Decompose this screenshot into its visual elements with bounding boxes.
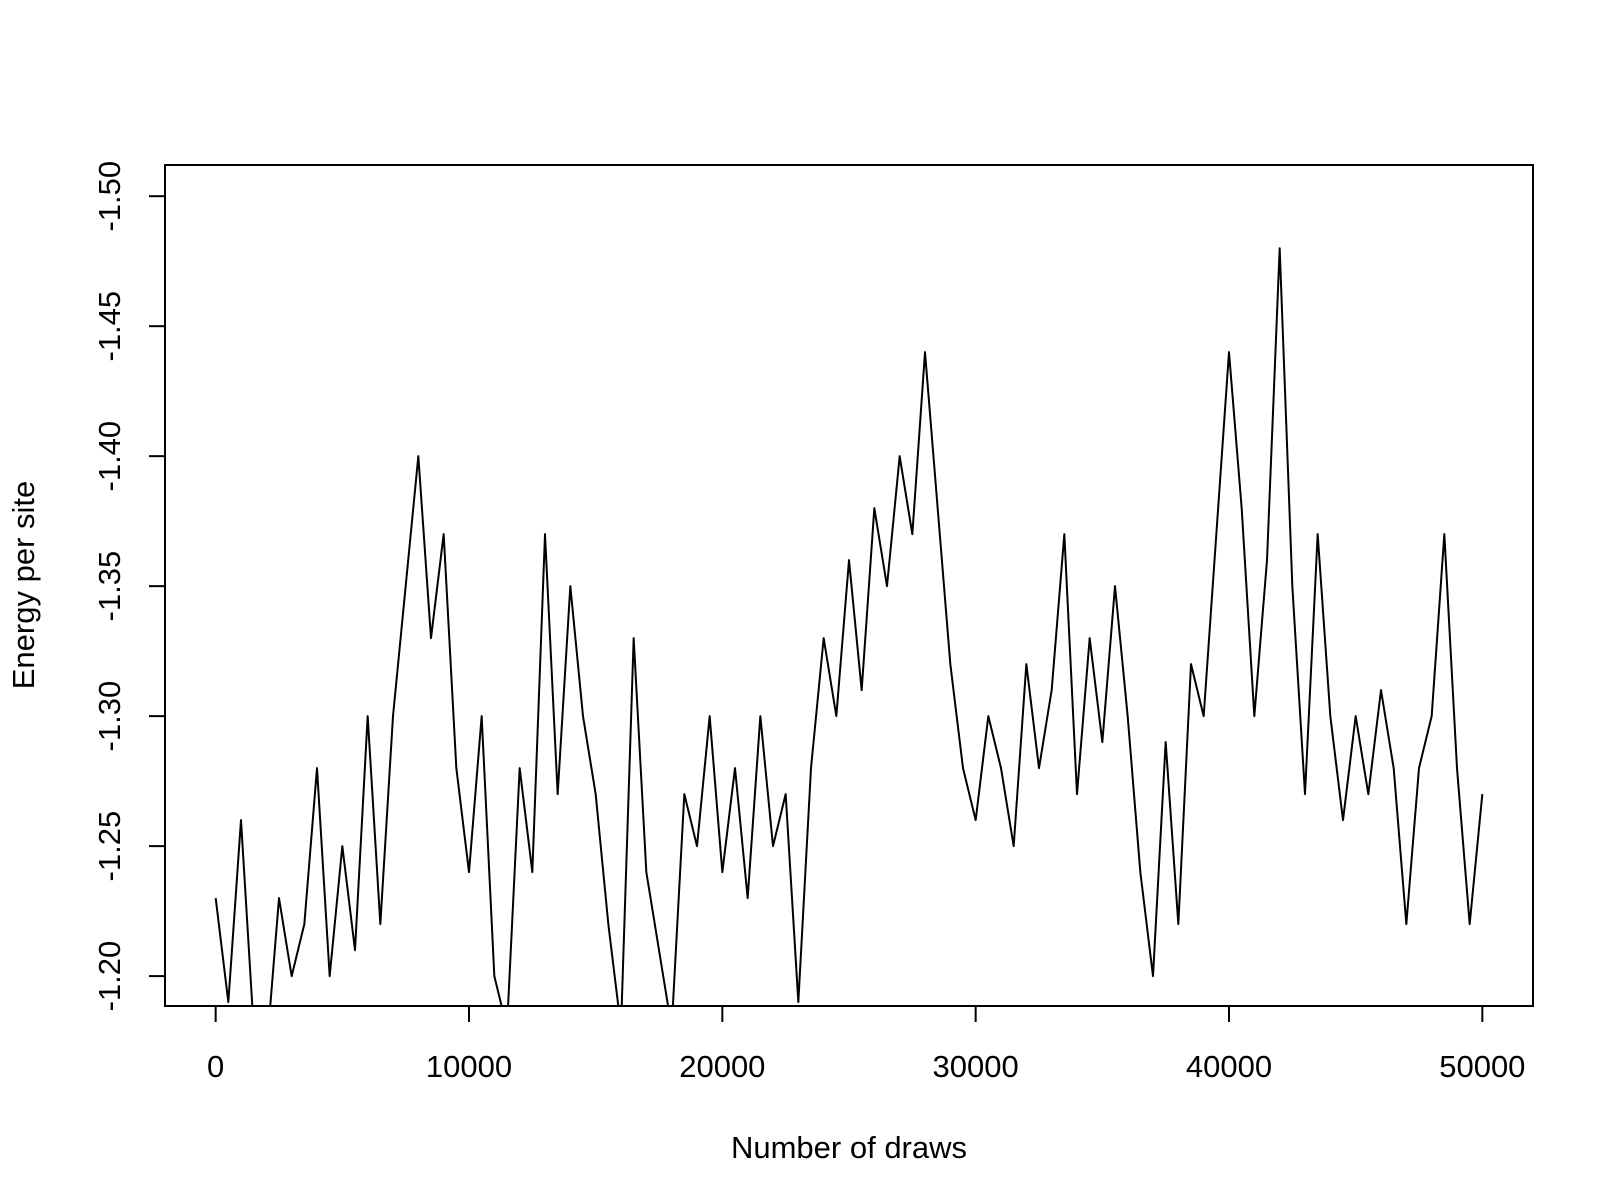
x-axis-label: Number of draws <box>731 1130 967 1165</box>
x-tick-label: 30000 <box>933 1049 1019 1084</box>
y-tick-label: -1.20 <box>92 941 127 1012</box>
x-tick-label: 20000 <box>679 1049 765 1084</box>
x-tick-label: 0 <box>207 1049 224 1084</box>
y-tick-label: -1.35 <box>92 551 127 622</box>
plot-frame <box>164 164 1534 1007</box>
y-tick-label: -1.40 <box>92 421 127 492</box>
y-tick-label: -1.25 <box>92 811 127 882</box>
y-tick-label: -1.30 <box>92 681 127 752</box>
y-tick-label: -1.45 <box>92 291 127 362</box>
x-tick-label: 10000 <box>426 1049 512 1084</box>
y-tick-label: -1.50 <box>92 161 127 232</box>
x-tick-label: 50000 <box>1439 1049 1525 1084</box>
y-axis-label: Energy per site <box>6 481 41 690</box>
data-line <box>214 247 1484 1006</box>
x-tick-label: 40000 <box>1186 1049 1272 1084</box>
